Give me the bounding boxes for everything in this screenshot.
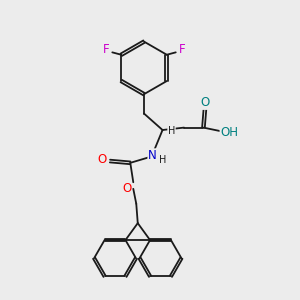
Text: N: N (148, 149, 157, 162)
Text: F: F (178, 44, 185, 56)
Text: H: H (159, 155, 166, 166)
Text: O: O (97, 153, 106, 167)
Text: F: F (103, 44, 110, 56)
Text: O: O (122, 182, 131, 195)
Text: H: H (168, 127, 175, 136)
Text: OH: OH (220, 126, 238, 139)
Text: O: O (200, 96, 210, 109)
